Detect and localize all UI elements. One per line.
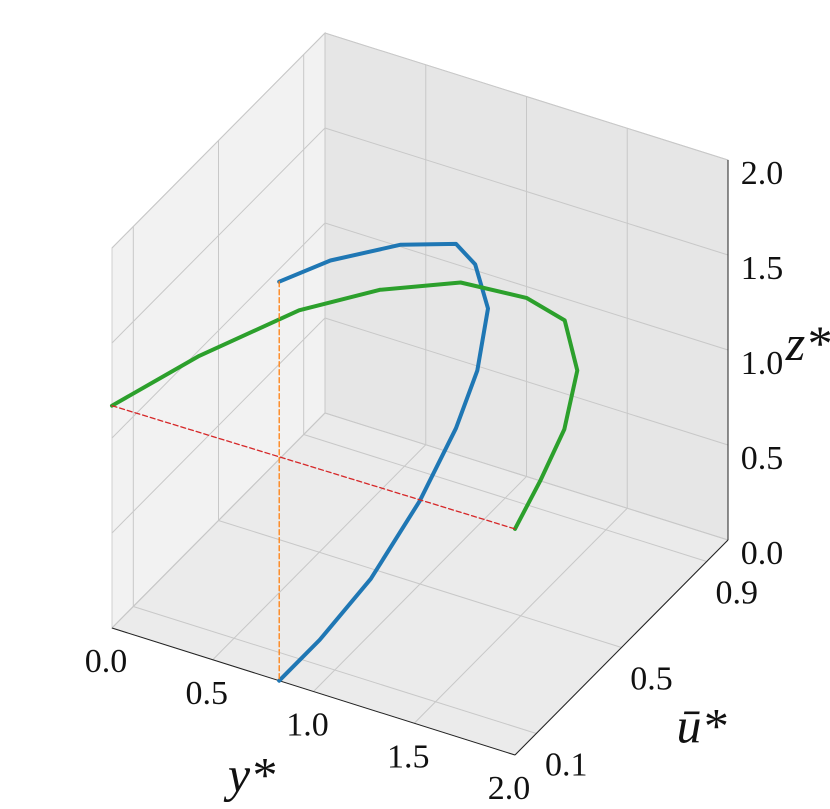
floor-gridline (303, 434, 707, 562)
series-line-0 (277, 241, 490, 683)
floor-gridline (218, 520, 622, 648)
z-tick-label: 0.5 (741, 440, 784, 477)
u-axis-label: ū* (677, 698, 727, 754)
u-axis-line (514, 539, 729, 756)
back-gridline (324, 127, 729, 256)
back-gridline (324, 222, 729, 351)
z-tick-label: 2.0 (741, 155, 784, 192)
y-tick-label: 1.0 (286, 707, 329, 744)
y-tick-label: 0.5 (186, 675, 229, 712)
left-gridline (111, 127, 326, 344)
y-axis-label: y* (223, 747, 275, 803)
left-gridline (111, 32, 326, 249)
z-tick-label: 1.0 (741, 345, 784, 382)
series-line-1 (110, 280, 580, 531)
back-gridline (324, 317, 729, 446)
y-tick-label: 1.5 (387, 738, 430, 775)
left-gridline (111, 317, 326, 534)
u-tick-label: 0.9 (715, 575, 758, 612)
z-tick-label: 0.0 (741, 535, 784, 572)
left-gridline (111, 222, 326, 439)
back-gridline (324, 32, 729, 161)
u-tick-label: 0.1 (545, 747, 588, 784)
y-tick-label: 0.0 (85, 643, 128, 680)
left-gridline (111, 412, 326, 629)
z-axis-label: z* (785, 315, 830, 371)
back-gridline (324, 412, 729, 541)
u-tick-label: 0.5 (630, 661, 673, 698)
floor-gridline (133, 606, 537, 734)
y-tick-label: 2.0 (488, 770, 531, 807)
z-tick-label: 1.5 (741, 250, 784, 287)
series-line-3 (111, 405, 516, 530)
y-axis-line (111, 627, 516, 756)
